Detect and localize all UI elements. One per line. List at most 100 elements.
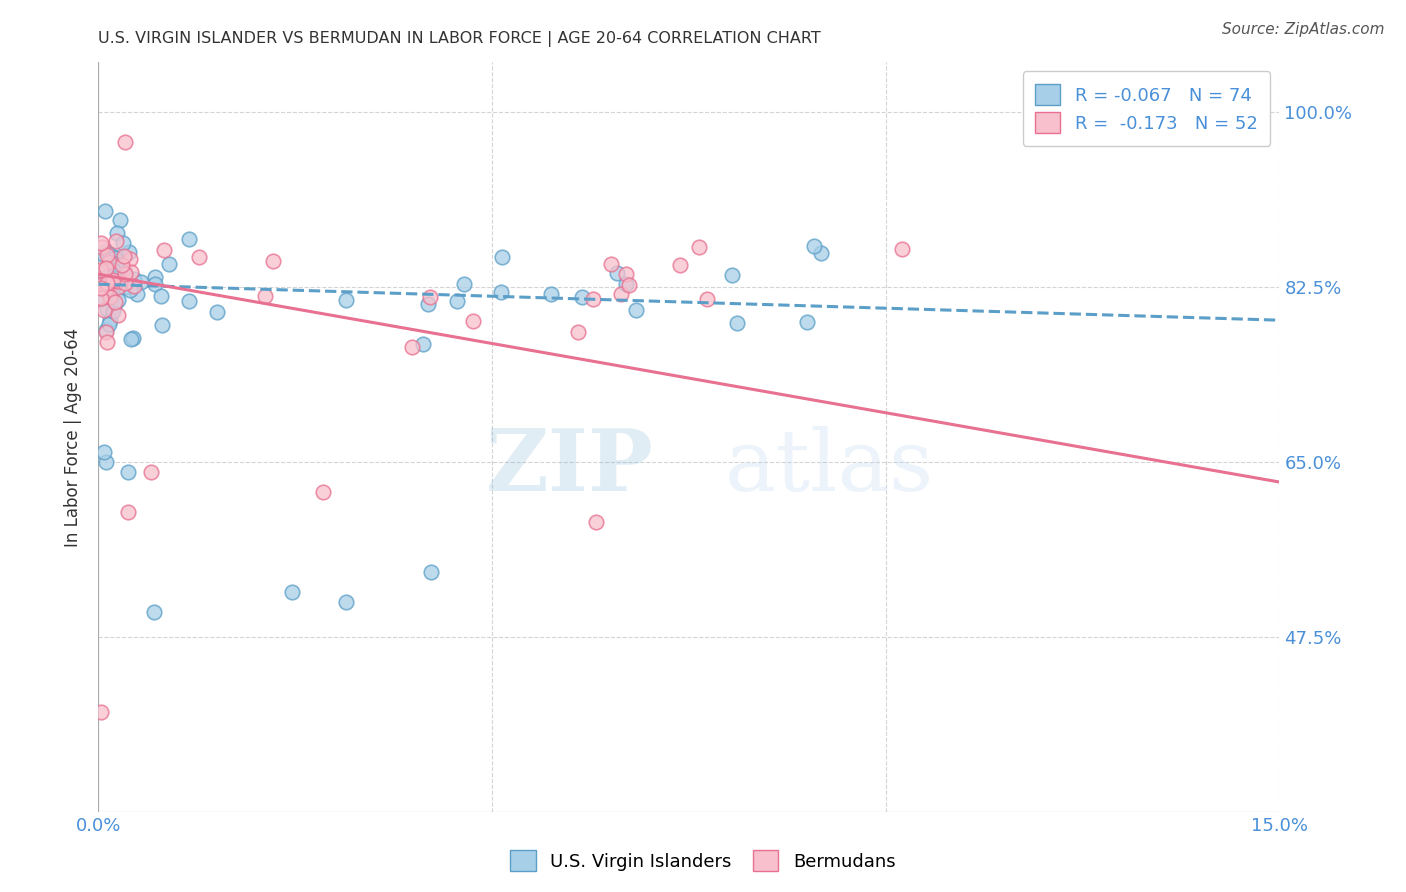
Point [105,263,128,277]
Point [96,276,118,290]
Point [139,465,162,479]
Point [101,273,124,287]
Point [90,279,112,293]
Point [446,293,468,308]
Point [103,299,125,313]
Point [90,278,112,293]
Point [94,455,117,469]
Point [131,275,153,289]
Point [262,254,284,268]
Point [150,318,173,333]
Point [420,565,443,579]
Point [114,267,136,281]
Point [463,314,485,328]
Point [112,273,135,287]
Point [98,287,121,301]
Point [94,323,117,337]
Point [453,277,475,292]
Point [624,303,647,318]
Point [96,301,118,316]
Point [90,277,112,291]
Point [104,251,127,265]
Point [696,292,718,306]
Point [112,235,135,250]
Point [122,271,145,285]
Point [104,295,127,310]
Point [98,254,121,268]
Point [401,340,423,354]
Point [94,325,117,339]
Point [335,293,357,308]
Point [149,289,172,303]
Point [796,316,818,330]
Point [90,239,112,253]
Point [114,279,136,293]
Point [90,291,112,305]
Point [419,290,441,304]
Point [122,331,145,345]
Point [125,287,148,301]
Point [93,248,115,262]
Point [606,266,628,280]
Point [253,289,276,303]
Point [96,334,118,349]
Point [107,280,129,294]
Text: U.S. VIRGIN ISLANDER VS BERMUDAN IN LABOR FORCE | AGE 20-64 CORRELATION CHART: U.S. VIRGIN ISLANDER VS BERMUDAN IN LABO… [98,31,821,47]
Point [114,136,136,150]
Point [108,212,131,227]
Point [205,305,228,319]
Point [103,275,125,289]
Point [105,274,128,288]
Point [103,263,125,277]
Point [107,308,129,322]
Point [177,294,200,309]
Point [101,284,124,298]
Point [619,277,641,292]
Point [614,277,637,291]
Point [143,269,166,284]
Point [93,445,115,459]
Point [187,250,209,264]
Point [90,292,112,306]
Point [103,250,125,264]
Legend: R = -0.067   N = 74, R =  -0.173   N = 52: R = -0.067 N = 74, R = -0.173 N = 52 [1022,71,1271,145]
Point [120,283,142,297]
Point [312,485,335,500]
Point [120,265,142,279]
Point [600,257,623,271]
Point [143,277,166,291]
Text: Source: ZipAtlas.com: Source: ZipAtlas.com [1222,22,1385,37]
Point [90,271,112,285]
Point [114,276,136,290]
Point [335,595,357,609]
Point [118,252,141,267]
Point [98,247,121,261]
Point [803,239,825,253]
Point [582,292,605,306]
Point [104,256,127,270]
Point [585,515,607,529]
Point [810,246,832,260]
Point [157,257,180,271]
Point [688,240,710,254]
Point [98,290,121,304]
Point [94,261,117,276]
Point [416,297,439,311]
Point [104,277,127,291]
Point [97,317,120,331]
Point [412,337,434,351]
Point [120,332,142,346]
Point [112,249,135,263]
Point [98,257,121,271]
Point [114,266,136,280]
Point [105,226,128,240]
Point [101,263,124,277]
Point [117,505,139,519]
Point [96,282,118,296]
Point [571,290,593,304]
Point [725,317,748,331]
Point [93,204,115,219]
Point [90,263,112,277]
Point [540,287,562,301]
Point [118,245,141,260]
